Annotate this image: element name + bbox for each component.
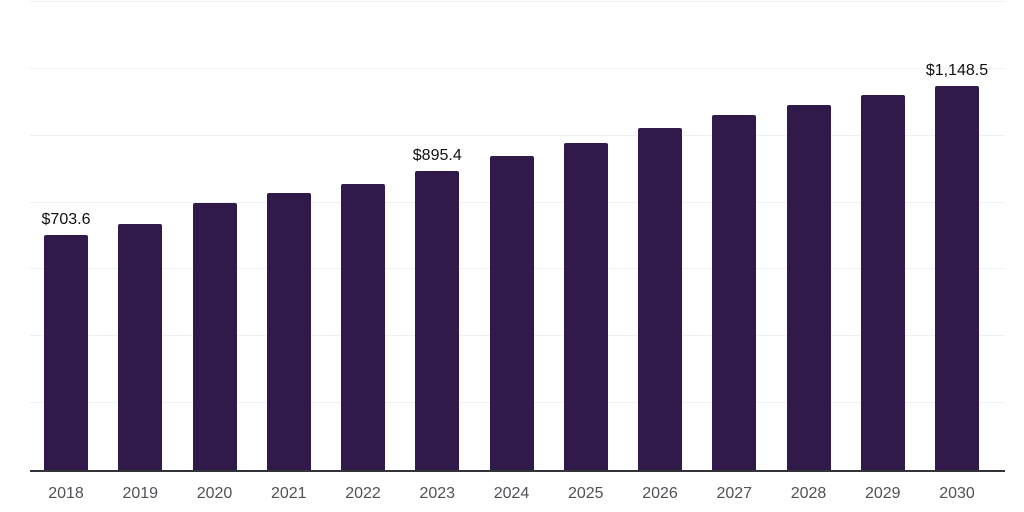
gridline bbox=[30, 1, 1005, 2]
x-tick-label-2019: 2019 bbox=[122, 485, 159, 502]
bar-2023[interactable] bbox=[415, 170, 460, 470]
bar-2026[interactable] bbox=[638, 128, 682, 470]
bar-2028[interactable] bbox=[786, 104, 831, 470]
bar-value-label-2030: $1,148.5 bbox=[925, 62, 989, 80]
bar-2022[interactable] bbox=[341, 183, 385, 470]
bar-value-label-2023: $895.4 bbox=[412, 146, 462, 164]
x-tick-label-2027: 2027 bbox=[716, 485, 753, 502]
bar-2025[interactable] bbox=[563, 143, 608, 470]
x-tick-label-2025: 2025 bbox=[567, 485, 604, 502]
gridline bbox=[30, 134, 1005, 136]
x-axis-line bbox=[30, 470, 1005, 472]
bar-2027[interactable] bbox=[712, 115, 757, 470]
bar-2020[interactable] bbox=[192, 203, 237, 470]
x-tick-label-2023: 2023 bbox=[419, 485, 456, 502]
x-tick-label-2018: 2018 bbox=[48, 485, 84, 502]
bar-2018[interactable] bbox=[44, 234, 88, 470]
x-tick-label-2022: 2022 bbox=[345, 485, 381, 502]
gridline bbox=[30, 67, 1005, 69]
x-tick-label-2024: 2024 bbox=[493, 485, 530, 502]
bar-2019[interactable] bbox=[118, 223, 163, 470]
x-tick-label-2028: 2028 bbox=[790, 485, 827, 502]
x-tick-label-2020: 2020 bbox=[196, 485, 233, 502]
x-tick-label-2021: 2021 bbox=[270, 485, 307, 502]
bar-2024[interactable] bbox=[489, 155, 534, 470]
bar-2029[interactable] bbox=[860, 94, 905, 470]
bar-value-label-2018: $703.6 bbox=[41, 210, 91, 228]
bar-2021[interactable] bbox=[266, 192, 311, 470]
bar-2030[interactable] bbox=[935, 86, 979, 470]
x-tick-label-2029: 2029 bbox=[864, 485, 901, 502]
x-tick-label-2030: 2030 bbox=[939, 485, 975, 502]
x-tick-label-2026: 2026 bbox=[642, 485, 678, 502]
plot-area: $703.6 $895.4 $1,148.5 bbox=[30, 1, 1005, 470]
